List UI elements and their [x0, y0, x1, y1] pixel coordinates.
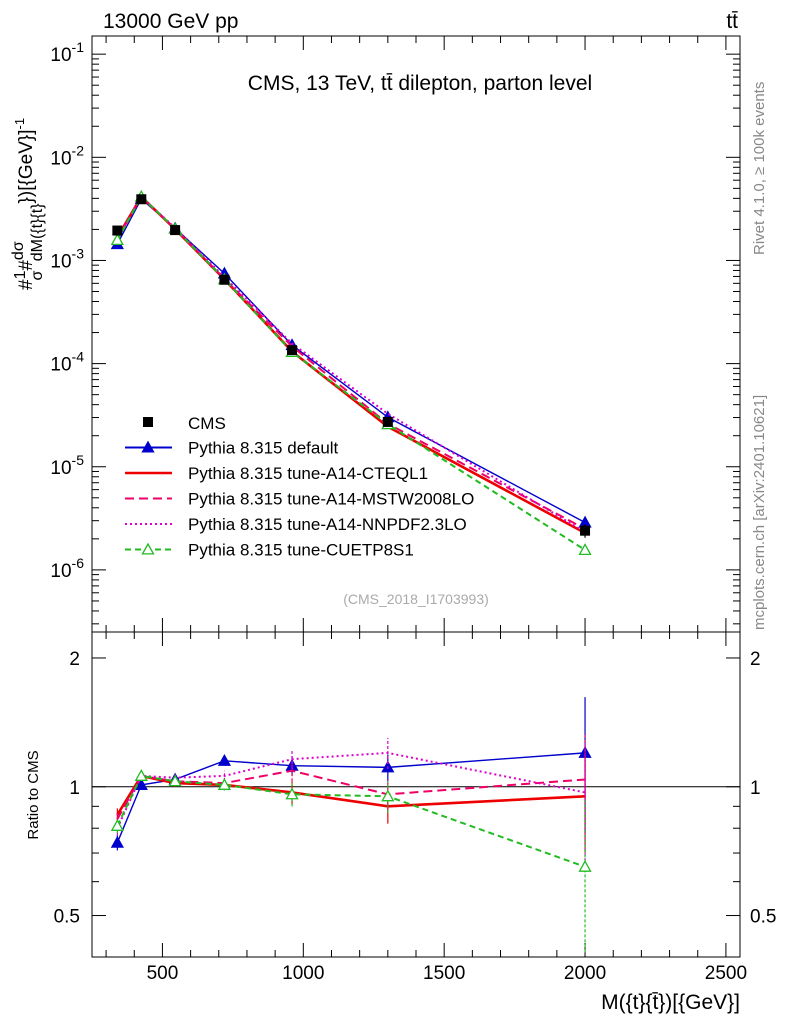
rivet-version-label: Rivet 4.1.0, ≥ 100k events	[751, 82, 768, 255]
legend-marker	[143, 417, 153, 427]
x-axis-label: M({t}{t̄})[{GeV}]	[601, 991, 740, 1014]
ratio-tick-label-left: 1	[69, 778, 80, 799]
y-label-dsigma: dσ	[10, 241, 27, 260]
ratio-tick-label-left: 2	[69, 649, 80, 670]
main-layer	[110, 189, 592, 556]
ratio-point-marker	[110, 835, 124, 848]
x-tick-label: 1500	[423, 963, 465, 984]
ratio-y-axis-label: Ratio to CMS	[25, 750, 42, 839]
mc-point-marker	[578, 543, 592, 556]
y-tick-label: 10-2	[50, 142, 84, 169]
x-tick-label: 1000	[282, 963, 324, 984]
data-point	[287, 345, 298, 356]
legend-label: Pythia 8.315 tune-A14-MSTW2008LO	[188, 490, 474, 509]
ratio-tick-label-right: 2	[750, 649, 761, 670]
data-point	[382, 416, 393, 427]
data-point	[170, 225, 181, 236]
mc-point-marker	[110, 233, 124, 246]
y-label-tbar: {t}	[29, 203, 46, 219]
ratio-tick-label-left: 0.5	[54, 907, 80, 928]
y-label-exp: -1	[12, 118, 27, 130]
data-point	[112, 225, 123, 236]
legend-label: Pythia 8.315 tune-CUETP8S1	[188, 541, 414, 560]
y-axis-label: #1σ#dσ dM({t}{t}})[{GeV}]-1	[10, 118, 46, 290]
ratio-layer	[92, 697, 740, 953]
y-label-one: 1	[12, 270, 29, 279]
x-tick-label: 500	[147, 963, 179, 984]
ratio-point-marker	[110, 819, 124, 831]
legend-label: Pythia 8.315 tune-A14-NNPDF2.3LO	[188, 515, 467, 534]
y-label-prefix: #	[16, 279, 37, 290]
energy-label: 13000 GeV pp	[103, 10, 238, 33]
ratio-point-marker	[134, 778, 148, 790]
ratio-point-marker	[381, 789, 395, 802]
ratio-point-marker	[134, 769, 148, 781]
ratio-tick-label-right: 1	[750, 778, 761, 799]
y-tick-label: 10-5	[50, 452, 84, 479]
x-tick-label: 2500	[705, 963, 747, 984]
ratio-curve-3	[116, 751, 586, 829]
process-label: tt̄	[726, 10, 738, 33]
x-tick-label: 2000	[564, 963, 606, 984]
ratio-point-marker	[285, 787, 299, 800]
axes-layer: 500 1000 1500 2000 2500 10-1 10-2 10-3 10-4 10-5 1…	[50, 36, 776, 984]
ratio-point-marker	[217, 778, 232, 790]
analysis-id-label: (CMS_2018_I1703993)	[343, 591, 489, 607]
y-tick-label: 10-4	[50, 349, 84, 376]
legend-label: CMS	[188, 414, 226, 433]
chart-title: CMS, 13 TeV, tt̄ dilepton, parton level	[248, 72, 592, 95]
data-point	[136, 194, 147, 205]
y-label-dm: dM({t}	[29, 218, 46, 261]
y-label-mid: #	[16, 260, 37, 271]
legend-label: Pythia 8.315 tune-A14-CTEQL1	[188, 464, 428, 483]
ratio-plot-frame	[91, 631, 741, 958]
y-tick-label: 10-6	[50, 555, 84, 582]
ratio-tick-label-right: 0.5	[750, 907, 776, 928]
legend-label: Pythia 8.315 default	[188, 439, 339, 458]
ratio-point-marker	[168, 774, 182, 787]
data-point	[580, 525, 591, 536]
ratio-point-marker	[578, 859, 592, 872]
ratio-curve-4	[116, 774, 586, 868]
ratio-curve-0	[116, 752, 586, 843]
y-label-close: })[{GeV}]	[16, 130, 37, 204]
y-label-sigma: σ	[29, 271, 46, 281]
y-tick-label: 10-1	[50, 39, 84, 66]
legend-marker	[141, 440, 155, 453]
mcplots-citation-label: mcplots.cern.ch [arXiv:2401.10621]	[751, 395, 768, 630]
legend-marker	[141, 542, 155, 555]
data-point	[219, 274, 230, 285]
legend: CMS Pythia 8.315 default Pythia 8.315 tune…	[125, 414, 474, 560]
y-tick-label: 10-3	[50, 245, 84, 272]
ratio-point-marker	[217, 753, 232, 766]
